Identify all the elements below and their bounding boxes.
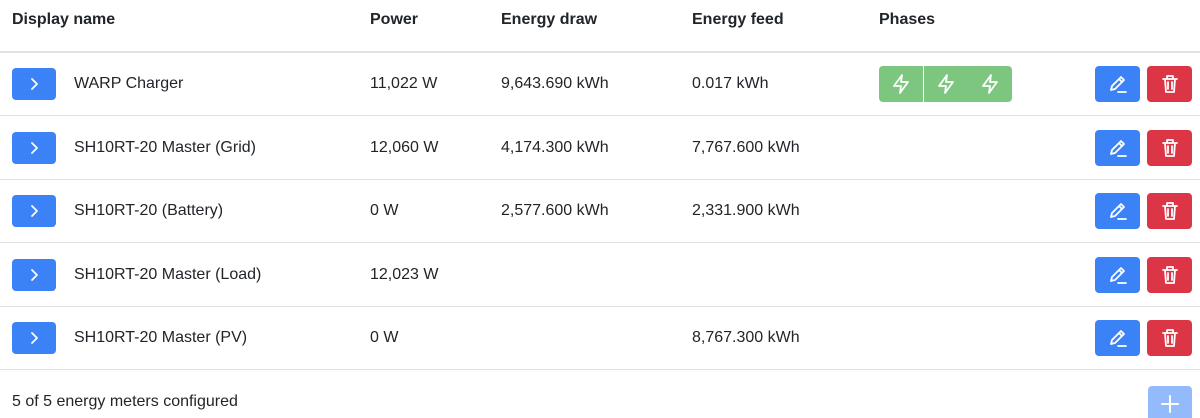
meter-power: 0 W	[370, 202, 399, 220]
meter-feed: 8,767.300 kWh	[692, 329, 800, 347]
meter-name: SH10RT-20 Master (Grid)	[74, 138, 256, 156]
meter-name: SH10RT-20 Master (PV)	[74, 329, 248, 347]
column-header: Phases	[879, 11, 936, 28]
meter-power: 0 W	[370, 329, 399, 347]
add-button[interactable]	[1148, 386, 1192, 418]
header-separator	[0, 51, 1200, 53]
expand-button[interactable]	[12, 131, 56, 164]
column-header: Energy draw	[501, 11, 598, 28]
delete-button[interactable]	[1147, 193, 1192, 230]
meter-feed: 0.017 kWh	[692, 75, 769, 92]
meter-name: SH10RT-20 (Battery)	[74, 202, 224, 220]
edit-button[interactable]	[1095, 129, 1140, 166]
delete-button[interactable]	[1147, 129, 1192, 166]
edit-button[interactable]	[1095, 66, 1140, 102]
edit-button[interactable]	[1095, 256, 1140, 293]
row-separator	[0, 369, 1200, 371]
meter-draw: 2,577.600 kWh	[501, 202, 609, 220]
delete-button[interactable]	[1147, 256, 1192, 293]
expand-button[interactable]	[12, 68, 56, 100]
delete-button[interactable]	[1147, 66, 1192, 102]
edit-button[interactable]	[1095, 320, 1140, 357]
meter-power: 12,023 W	[370, 265, 439, 283]
row-separator	[0, 305, 1200, 307]
phase-indicator	[968, 66, 1012, 102]
meter-name: SH10RT-20 Master (Load)	[74, 265, 262, 283]
phase-indicator	[879, 66, 923, 102]
column-header: Energy feed	[692, 11, 784, 28]
expand-button[interactable]	[12, 322, 56, 355]
expand-button[interactable]	[12, 195, 56, 228]
footer-summary: 5 of 5 energy meters configured	[12, 393, 238, 410]
row-separator	[0, 115, 1200, 116]
row-separator	[0, 178, 1200, 180]
row-separator	[0, 242, 1200, 244]
phase-indicator	[923, 66, 968, 102]
column-header: Power	[370, 11, 419, 28]
column-header: Display name	[12, 11, 116, 28]
meter-draw: 9,643.690 kWh	[501, 75, 609, 92]
meter-feed: 2,331.900 kWh	[692, 202, 800, 220]
meter-feed: 7,767.600 kWh	[692, 138, 800, 156]
delete-button[interactable]	[1147, 320, 1192, 357]
meter-name: WARP Charger	[74, 75, 184, 92]
edit-button[interactable]	[1095, 193, 1140, 230]
meter-power: 11,022 W	[370, 75, 438, 92]
meter-power: 12,060 W	[370, 138, 439, 156]
expand-button[interactable]	[12, 258, 56, 291]
meter-draw: 4,174.300 kWh	[501, 138, 609, 156]
